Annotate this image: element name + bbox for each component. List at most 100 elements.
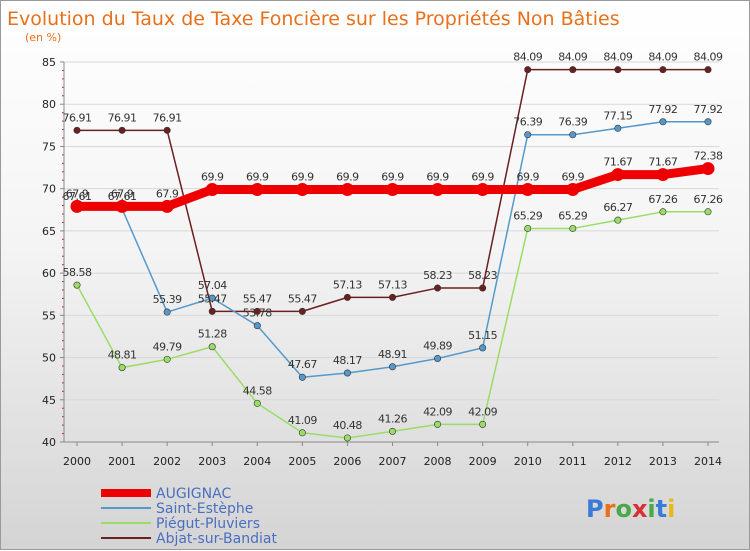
data-label-augignac-2005: 69.9 <box>291 171 314 184</box>
series-layer <box>70 66 715 442</box>
x-tick-label-2013: 2013 <box>649 455 677 468</box>
point-pi-gut-pluviers-2008 <box>434 420 442 428</box>
data-label-saint-est-phe-2013: 77.92 <box>648 103 677 116</box>
data-label-saint-est-phe-2000: 67.61 <box>63 190 92 203</box>
point-pi-gut-pluviers-2006 <box>343 434 351 442</box>
point-augignac-2004 <box>250 183 264 197</box>
data-label-augignac-2007: 69.9 <box>381 171 404 184</box>
legend-label-augignac: AUGIGNAC <box>156 486 231 502</box>
point-saint-est-phe-2013 <box>659 118 667 126</box>
x-tick-label-2009: 2009 <box>469 455 497 468</box>
point-saint-est-phe-2006 <box>343 369 351 377</box>
data-label-abjat-sur-bandiat-2010: 84.09 <box>513 51 542 64</box>
y-tick-label-75: 75 <box>42 140 56 153</box>
data-label-abjat-sur-bandiat-2002: 76.91 <box>153 111 182 124</box>
data-label-augignac-2004: 69.9 <box>246 171 269 184</box>
data-label-abjat-sur-bandiat-2000: 76.91 <box>63 111 92 124</box>
point-pi-gut-pluviers-2005 <box>298 429 306 437</box>
data-label-abjat-sur-bandiat-2011: 84.09 <box>558 51 587 64</box>
data-label-pi-gut-pluviers-2001: 48.81 <box>108 349 137 362</box>
point-augignac-2011 <box>566 183 580 197</box>
point-abjat-sur-bandiat-2004 <box>253 307 261 315</box>
legend-label-pi-gut-pluviers: Piégut-Pluviers <box>156 516 260 532</box>
data-label-augignac-2006: 69.9 <box>336 171 359 184</box>
x-tick-label-2007: 2007 <box>379 455 407 468</box>
point-augignac-2002 <box>160 199 174 213</box>
data-label-saint-est-phe-2009: 51.15 <box>468 329 497 342</box>
y-tick-label-70: 70 <box>42 183 56 196</box>
data-label-abjat-sur-bandiat-2012: 84.09 <box>603 51 632 64</box>
data-label-pi-gut-pluviers-2006: 40.48 <box>333 419 362 432</box>
point-augignac-2006 <box>340 183 354 197</box>
data-label-augignac-2001: 67.9 <box>111 187 134 200</box>
logo-letter: P <box>586 495 604 523</box>
y-tick-label-50: 50 <box>42 352 56 365</box>
point-augignac-2012 <box>611 168 625 182</box>
data-label-saint-est-phe-2001: 67.61 <box>108 190 137 203</box>
data-label-augignac-2011: 69.9 <box>562 171 585 184</box>
point-saint-est-phe-2004 <box>253 322 261 330</box>
x-tick-label-2004: 2004 <box>243 455 271 468</box>
point-abjat-sur-bandiat-2000 <box>73 126 81 134</box>
data-label-saint-est-phe-2005: 47.67 <box>288 358 317 371</box>
point-saint-est-phe-2002 <box>163 308 171 316</box>
data-label-augignac-2003: 69.9 <box>201 171 224 184</box>
data-label-pi-gut-pluviers-2008: 42.09 <box>423 405 452 418</box>
legend: AUGIGNACSaint-EstèphePiégut-PluviersAbja… <box>101 486 277 547</box>
data-label-pi-gut-pluviers-2005: 41.09 <box>288 414 317 427</box>
data-label-augignac-2014: 72.38 <box>694 150 723 163</box>
data-label-saint-est-phe-2014: 77.92 <box>694 103 723 116</box>
x-tick-label-2001: 2001 <box>108 455 136 468</box>
y-tick-label-85: 85 <box>42 56 56 69</box>
point-saint-est-phe-2003 <box>208 294 216 302</box>
data-label-saint-est-phe-2012: 77.15 <box>603 109 632 122</box>
data-label-saint-est-phe-2006: 48.17 <box>333 354 362 367</box>
chart-subtitle: (en %) <box>25 31 61 44</box>
data-label-saint-est-phe-2010: 76.39 <box>513 116 542 129</box>
data-label-pi-gut-pluviers-2011: 65.29 <box>558 209 587 222</box>
x-tick-label-2010: 2010 <box>514 455 542 468</box>
data-label-saint-est-phe-2008: 49.89 <box>423 339 452 352</box>
data-label-saint-est-phe-2007: 48.91 <box>378 348 407 361</box>
point-pi-gut-pluviers-2014 <box>704 208 712 216</box>
data-label-pi-gut-pluviers-2014: 67.26 <box>694 193 723 206</box>
data-label-abjat-sur-bandiat-2007: 57.13 <box>378 278 407 291</box>
point-saint-est-phe-2011 <box>569 131 577 139</box>
data-label-saint-est-phe-2003: 57.04 <box>198 279 227 292</box>
data-label-pi-gut-pluviers-2010: 65.29 <box>513 209 542 222</box>
y-tick-label-60: 60 <box>42 267 56 280</box>
data-label-abjat-sur-bandiat-2013: 84.09 <box>648 51 677 64</box>
point-abjat-sur-bandiat-2010 <box>524 66 532 74</box>
point-augignac-2007 <box>386 183 399 197</box>
point-saint-est-phe-2012 <box>614 124 622 132</box>
data-label-pi-gut-pluviers-2002: 49.79 <box>153 340 182 353</box>
data-label-abjat-sur-bandiat-2014: 84.09 <box>694 51 723 64</box>
legend-label-saint-est-phe: Saint-Estèphe <box>156 501 253 517</box>
x-tick-label-2012: 2012 <box>604 455 632 468</box>
point-pi-gut-pluviers-2010 <box>524 224 532 232</box>
point-saint-est-phe-2014 <box>704 118 712 126</box>
point-saint-est-phe-2010 <box>524 131 532 139</box>
point-augignac-2013 <box>656 168 670 182</box>
data-label-augignac-2002: 67.9 <box>156 187 179 200</box>
point-augignac-2003 <box>205 183 219 197</box>
x-tick-label-2006: 2006 <box>333 455 361 468</box>
point-abjat-sur-bandiat-2007 <box>388 293 396 301</box>
data-label-abjat-sur-bandiat-2005: 55.47 <box>288 292 317 305</box>
y-tick-label-80: 80 <box>42 98 56 111</box>
series-line-pi-gut-pluviers <box>76 211 709 439</box>
axes: 40 45 50 55 60 65 70 75 80 85 2000 2001 2002 2003 2004… <box>42 56 722 468</box>
data-label-augignac-2008: 69.9 <box>426 171 449 184</box>
point-abjat-sur-bandiat-2001 <box>118 126 126 134</box>
logo-letter: i <box>667 495 675 523</box>
point-abjat-sur-bandiat-2008 <box>434 284 442 292</box>
data-label-pi-gut-pluviers-2004: 44.58 <box>243 384 272 397</box>
point-abjat-sur-bandiat-2005 <box>298 307 306 315</box>
point-augignac-2005 <box>295 183 309 197</box>
x-tick-label-2011: 2011 <box>559 455 587 468</box>
data-label-abjat-sur-bandiat-2006: 57.13 <box>333 278 362 291</box>
data-label-abjat-sur-bandiat-2009: 58.23 <box>468 269 497 282</box>
point-pi-gut-pluviers-2009 <box>479 420 487 428</box>
logo-letter: i <box>647 495 655 523</box>
